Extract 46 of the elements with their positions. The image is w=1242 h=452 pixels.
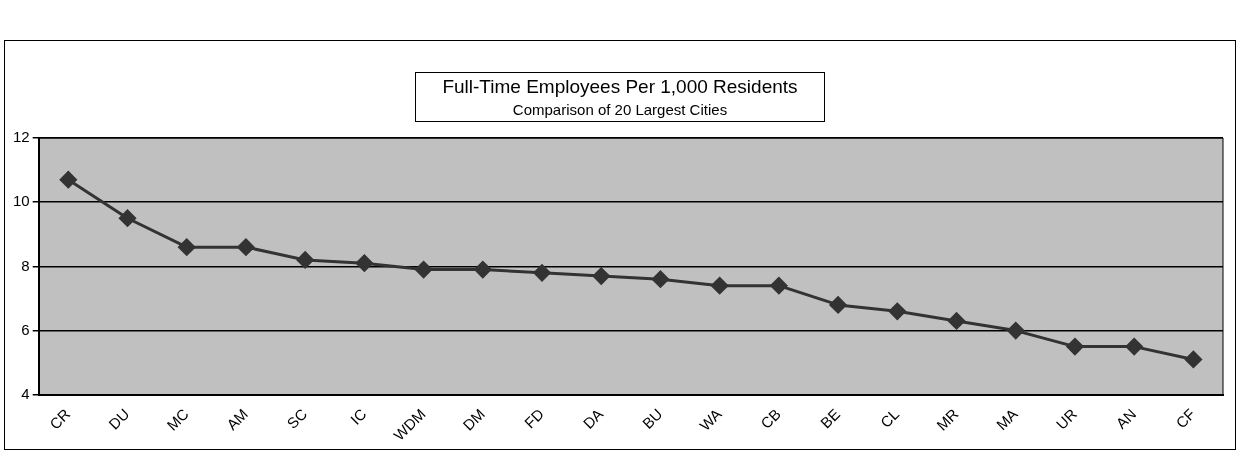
point: [119, 209, 137, 227]
x-tick-label: FD: [520, 405, 548, 432]
x-tick-label: DU: [105, 405, 133, 433]
point: [178, 238, 196, 256]
x-tick-label: DA: [579, 405, 607, 432]
point: [829, 296, 847, 314]
point: [1066, 338, 1084, 356]
point: [355, 254, 373, 272]
y-tick-label: 6: [21, 320, 30, 338]
point: [651, 270, 669, 288]
x-tick-label: CF: [1172, 405, 1199, 432]
chart-title: Full-Time Employees Per 1,000 Residents: [441, 76, 799, 98]
point: [533, 264, 551, 282]
point: [948, 312, 966, 330]
point: [711, 277, 729, 295]
x-tick-label: MA: [992, 405, 1021, 434]
point: [1007, 322, 1025, 340]
x-tick-label: CL: [876, 405, 903, 431]
point: [1125, 338, 1143, 356]
point: [237, 238, 255, 256]
y-tick-label: 10: [13, 192, 30, 210]
point: [770, 277, 788, 295]
point: [415, 261, 433, 279]
point: [888, 302, 906, 320]
y-tick-label: 4: [21, 384, 30, 402]
point: [59, 171, 77, 189]
point: [1184, 350, 1202, 368]
x-tick-label: CR: [46, 405, 74, 433]
x-tick-label: AM: [223, 405, 251, 434]
y-tick-label: 8: [21, 256, 30, 274]
x-tick-label: IC: [346, 405, 370, 428]
x-tick-label: MR: [933, 405, 962, 434]
chart-subtitle: Comparison of 20 Largest Cities: [511, 101, 729, 118]
y-tick-label: 12: [13, 128, 30, 146]
point: [474, 261, 492, 279]
point: [296, 251, 314, 269]
x-tick-label: UR: [1052, 405, 1081, 433]
x-tick-label: SC: [283, 405, 311, 432]
point: [592, 267, 610, 285]
x-tick-label: BE: [816, 405, 844, 432]
x-tick-label: WA: [696, 405, 725, 434]
x-tick-label: AN: [1112, 405, 1140, 432]
x-tick-label: MC: [163, 405, 192, 434]
x-tick-label: BU: [638, 405, 666, 432]
x-tick-label: DM: [459, 405, 488, 434]
x-tick-label: CB: [757, 405, 784, 432]
